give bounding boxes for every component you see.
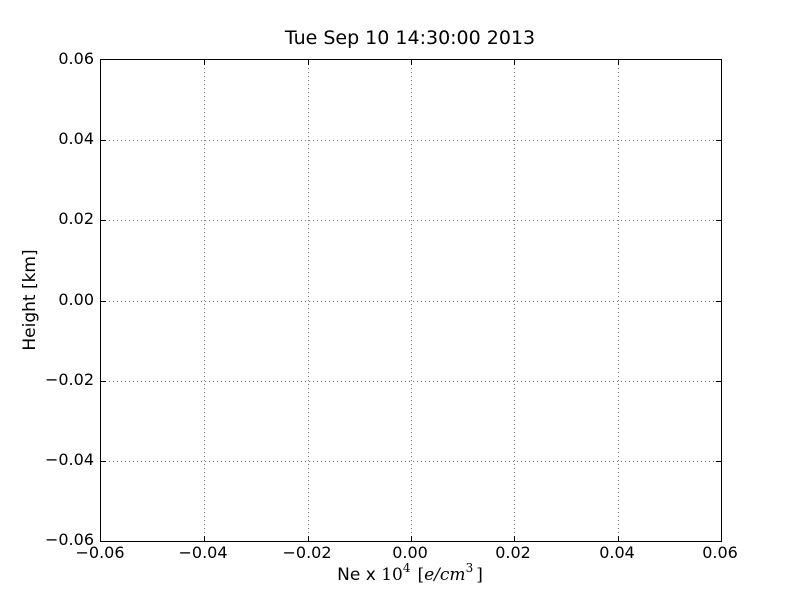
x-axis-label: Ne x 104 [e/cm3] [100,561,720,586]
tick-mark [101,220,106,222]
tick-mark [204,536,206,541]
x-tick-label: −0.02 [282,543,332,562]
tick-mark [307,536,309,541]
tick-mark [307,60,309,65]
x-label-base: 10 [381,565,403,585]
tick-mark [514,536,516,541]
chart-title: Tue Sep 10 14:30:00 2013 [284,27,536,49]
tick-mark [716,460,721,462]
x-tick-label: 0.02 [495,543,531,562]
gridline-horizontal [101,220,721,222]
tick-mark [716,220,721,222]
tick-mark [101,460,106,462]
tick-mark [411,60,412,65]
tick-mark [101,140,106,142]
tick-mark [716,300,721,302]
y-tick-label: 0.00 [58,290,94,309]
x-tick-label: 0.06 [702,543,738,562]
tick-mark [204,60,206,65]
y-tick-label: 0.04 [58,129,94,148]
y-tick-label: −0.06 [44,530,94,549]
tick-mark [101,300,106,302]
x-label-prefix: Ne x [337,565,382,585]
y-tick-label: 0.02 [58,209,94,228]
tick-mark [514,60,516,65]
tick-mark [101,380,106,382]
y-tick-label: 0.06 [58,49,94,68]
gridline-horizontal [101,460,721,462]
x-label-open-bracket: [ [417,565,425,585]
x-tick-label: −0.04 [178,543,228,562]
y-tick-label: −0.02 [44,370,94,389]
x-tick-label: 0.00 [392,543,428,562]
plot-area [100,59,722,542]
y-tick-label: −0.04 [44,450,94,469]
tick-mark [617,60,619,65]
tick-mark [617,536,619,541]
gridline-horizontal [101,140,721,142]
x-label-units-exponent: 3 [465,561,474,576]
gridline-horizontal [101,300,721,302]
tick-mark [716,380,721,382]
x-label-exponent: 4 [402,561,411,576]
x-label-units: e/cm [424,565,466,585]
x-tick-label: −0.06 [75,543,125,562]
x-label-close-bracket: ] [476,565,483,585]
gridline-horizontal [101,380,721,382]
tick-mark [716,140,721,142]
tick-mark [411,536,412,541]
x-tick-label: 0.04 [599,543,635,562]
